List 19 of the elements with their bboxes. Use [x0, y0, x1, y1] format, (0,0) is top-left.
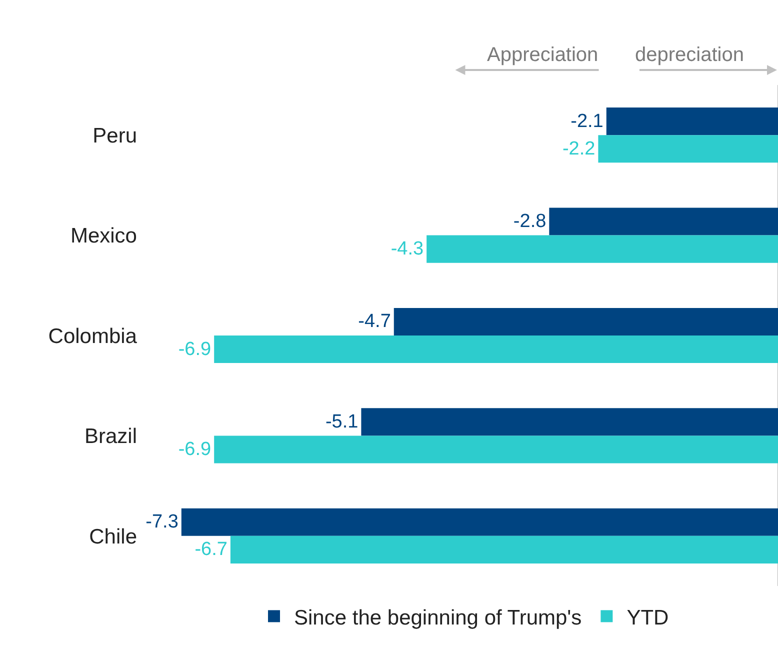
annotation: depreciation [635, 44, 744, 66]
data-label: -6.9 [178, 438, 212, 460]
annotation: Appreciation [487, 44, 598, 66]
data-label: -2.1 [570, 110, 604, 132]
data-label: -7.3 [146, 512, 178, 533]
y-tick-label: Mexico [70, 224, 137, 248]
y-tick-label: Peru [92, 124, 137, 148]
data-label: -6.7 [194, 539, 228, 560]
legend-label: YTD [626, 606, 669, 630]
data-label: -4.3 [390, 238, 424, 260]
legend-label: Since the beginning of Trump's [294, 606, 582, 630]
data-label: -2.8 [513, 211, 546, 232]
data-label: -6.9 [178, 338, 212, 360]
y-tick-label: Colombia [48, 324, 138, 348]
data-label: -5.1 [325, 411, 358, 432]
data-label: -4.7 [358, 311, 391, 332]
y-tick-label: Brazil [84, 425, 137, 448]
y-tick-label: Chile [89, 525, 137, 548]
data-label: -2.2 [562, 138, 596, 160]
